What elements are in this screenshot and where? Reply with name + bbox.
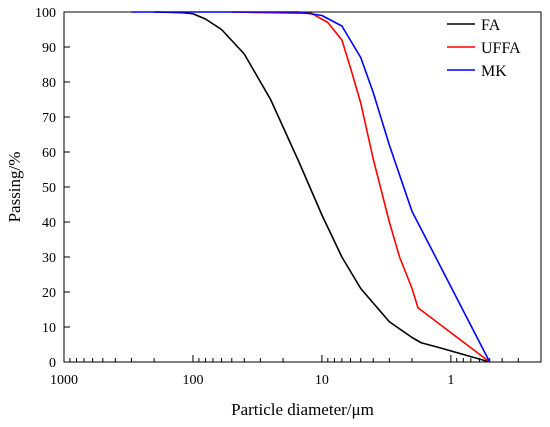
y-tick-label: 100 <box>35 6 56 21</box>
x-tick-label: 10 <box>315 373 329 388</box>
y-tick-label: 80 <box>42 76 56 91</box>
legend-label: UFFA <box>481 40 521 57</box>
y-axis-title: Passing/% <box>5 152 24 223</box>
legend-label: FA <box>481 17 501 34</box>
y-tick-label: 50 <box>42 181 56 196</box>
y-tick-label: 20 <box>42 286 56 301</box>
series-line-mk <box>131 11 491 363</box>
x-axis-title: Particle diameter/μm <box>231 400 374 419</box>
plot-frame <box>63 11 542 363</box>
x-tick-label: 100 <box>182 373 203 388</box>
y-tick-label: 90 <box>42 41 56 56</box>
y-tick-label: 10 <box>42 321 56 336</box>
y-tick-label: 0 <box>49 356 56 371</box>
series-line-uffa <box>231 11 491 363</box>
plot-area: 0 10 20 30 40 50 60 70 80 90 100 1000 100 10 1 FA UFFA MK… <box>5 6 542 419</box>
y-tick-label: 60 <box>42 146 56 161</box>
x-tick-label: 1000 <box>50 373 78 388</box>
y-tick-label: 30 <box>42 251 56 266</box>
y-tick-label: 70 <box>42 111 56 126</box>
y-tick-label: 40 <box>42 216 56 231</box>
legend-label: MK <box>481 63 507 80</box>
x-tick-label: 1 <box>447 373 454 388</box>
series-line-fa <box>154 11 490 363</box>
